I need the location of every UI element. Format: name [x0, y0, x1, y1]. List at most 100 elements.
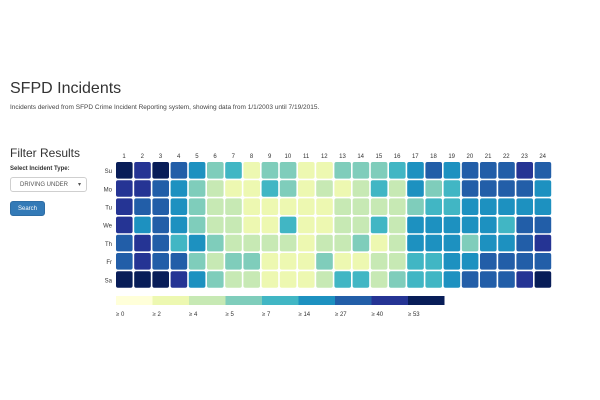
day-label: We [103, 224, 113, 230]
legend-label: ≥ 0 [116, 312, 125, 318]
heatmap-cell [480, 216, 497, 234]
heatmap-cell [243, 162, 260, 179]
heatmap-cell [425, 162, 442, 179]
heatmap-cell [370, 234, 388, 252]
heatmap-cell [152, 162, 169, 179]
heatmap-cell [152, 216, 169, 234]
heatmap-cell [316, 234, 333, 252]
heatmap-cell [170, 162, 188, 179]
heatmap-cell [279, 253, 297, 270]
heatmap-cell [225, 180, 242, 197]
heatmap-cell [516, 271, 533, 288]
heatmap-cell [334, 180, 351, 197]
heatmap-cell [170, 234, 188, 252]
heatmap-cell [534, 180, 552, 197]
heatmap-cell [370, 198, 388, 215]
heatmap-cell [461, 234, 479, 252]
heatmap-cell [298, 253, 315, 270]
legend-label: ≥ 2 [153, 312, 162, 318]
heatmap-cell [407, 216, 424, 234]
heatmap-cell [298, 162, 315, 179]
heatmap-cell [389, 198, 406, 215]
heatmap-cell [352, 162, 370, 179]
heatmap-cell [425, 216, 442, 234]
heatmap-cell [425, 198, 442, 215]
heatmap-cell [207, 198, 224, 215]
heatmap-cell [188, 253, 206, 270]
hour-label: 15 [376, 154, 383, 160]
heatmap-cell [116, 216, 133, 234]
legend-swatch [335, 296, 372, 305]
heatmap-cell [316, 253, 333, 270]
heatmap-cell [243, 253, 260, 270]
incident-type-label: Select Incident Type: [10, 166, 70, 172]
heatmap-cell [425, 253, 442, 270]
heatmap-cell [461, 253, 479, 270]
heatmap-cell [243, 198, 260, 215]
incident-type-select[interactable]: DRIVING UNDER ▾ [10, 177, 87, 192]
heatmap-cell [279, 234, 297, 252]
legend-label: ≥ 7 [262, 312, 271, 318]
heatmap-cell [207, 180, 224, 197]
hour-label: 12 [321, 154, 328, 160]
heatmap-cell [316, 271, 333, 288]
legend-label: ≥ 14 [299, 312, 311, 318]
hour-label: 10 [285, 154, 292, 160]
heatmap-cell [516, 180, 533, 197]
hour-label: 18 [430, 154, 437, 160]
heatmap-cell [334, 234, 351, 252]
heatmap-cell [352, 216, 370, 234]
legend-swatch [298, 296, 335, 305]
search-button[interactable]: Search [10, 201, 45, 216]
heatmap-cell [443, 180, 461, 197]
heatmap-cell [534, 198, 552, 215]
heatmap-cell [352, 271, 370, 288]
heatmap-cell [407, 198, 424, 215]
heatmap-cell [498, 162, 515, 179]
heatmap-cell [207, 162, 224, 179]
hour-label: 23 [521, 154, 528, 160]
incident-type-value: DRIVING UNDER [20, 181, 69, 188]
heatmap-cell [352, 180, 370, 197]
legend-swatch [225, 296, 262, 305]
heatmap-cell [279, 198, 297, 215]
heatmap-cell [116, 162, 133, 179]
hour-label: 8 [250, 154, 254, 160]
heatmap-cell [207, 216, 224, 234]
legend-swatch [262, 296, 299, 305]
heatmap-cell [516, 216, 533, 234]
heatmap-cell [480, 253, 497, 270]
heatmap-cell [534, 162, 552, 179]
heatmap-cell [534, 253, 552, 270]
heatmap-cell [225, 253, 242, 270]
heatmap-cell [389, 234, 406, 252]
heatmap-cell [279, 271, 297, 288]
heatmap-cell [207, 271, 224, 288]
day-label: Fr [106, 260, 112, 266]
heatmap-cell [134, 253, 151, 270]
heatmap-cell [261, 253, 279, 270]
hour-label: 3 [159, 154, 163, 160]
heatmap-cell [407, 234, 424, 252]
heatmap-cell [389, 162, 406, 179]
heatmap-cell [443, 234, 461, 252]
heatmap-cell [207, 253, 224, 270]
hour-label: 2 [141, 154, 145, 160]
heatmap-cell [261, 216, 279, 234]
heatmap-cell [334, 271, 351, 288]
heatmap-cell [225, 216, 242, 234]
heatmap-cell [516, 253, 533, 270]
heatmap-cell [516, 162, 533, 179]
heatmap-cell [461, 162, 479, 179]
hour-label: 17 [412, 154, 419, 160]
heatmap-cell [389, 253, 406, 270]
heatmap-cell [443, 271, 461, 288]
heatmap-cell [498, 253, 515, 270]
heatmap-cell [170, 216, 188, 234]
heatmap-cell [170, 180, 188, 197]
legend-label: ≥ 53 [408, 312, 420, 318]
heatmap-cell [498, 271, 515, 288]
heatmap-cell [261, 162, 279, 179]
heatmap-cell [461, 198, 479, 215]
